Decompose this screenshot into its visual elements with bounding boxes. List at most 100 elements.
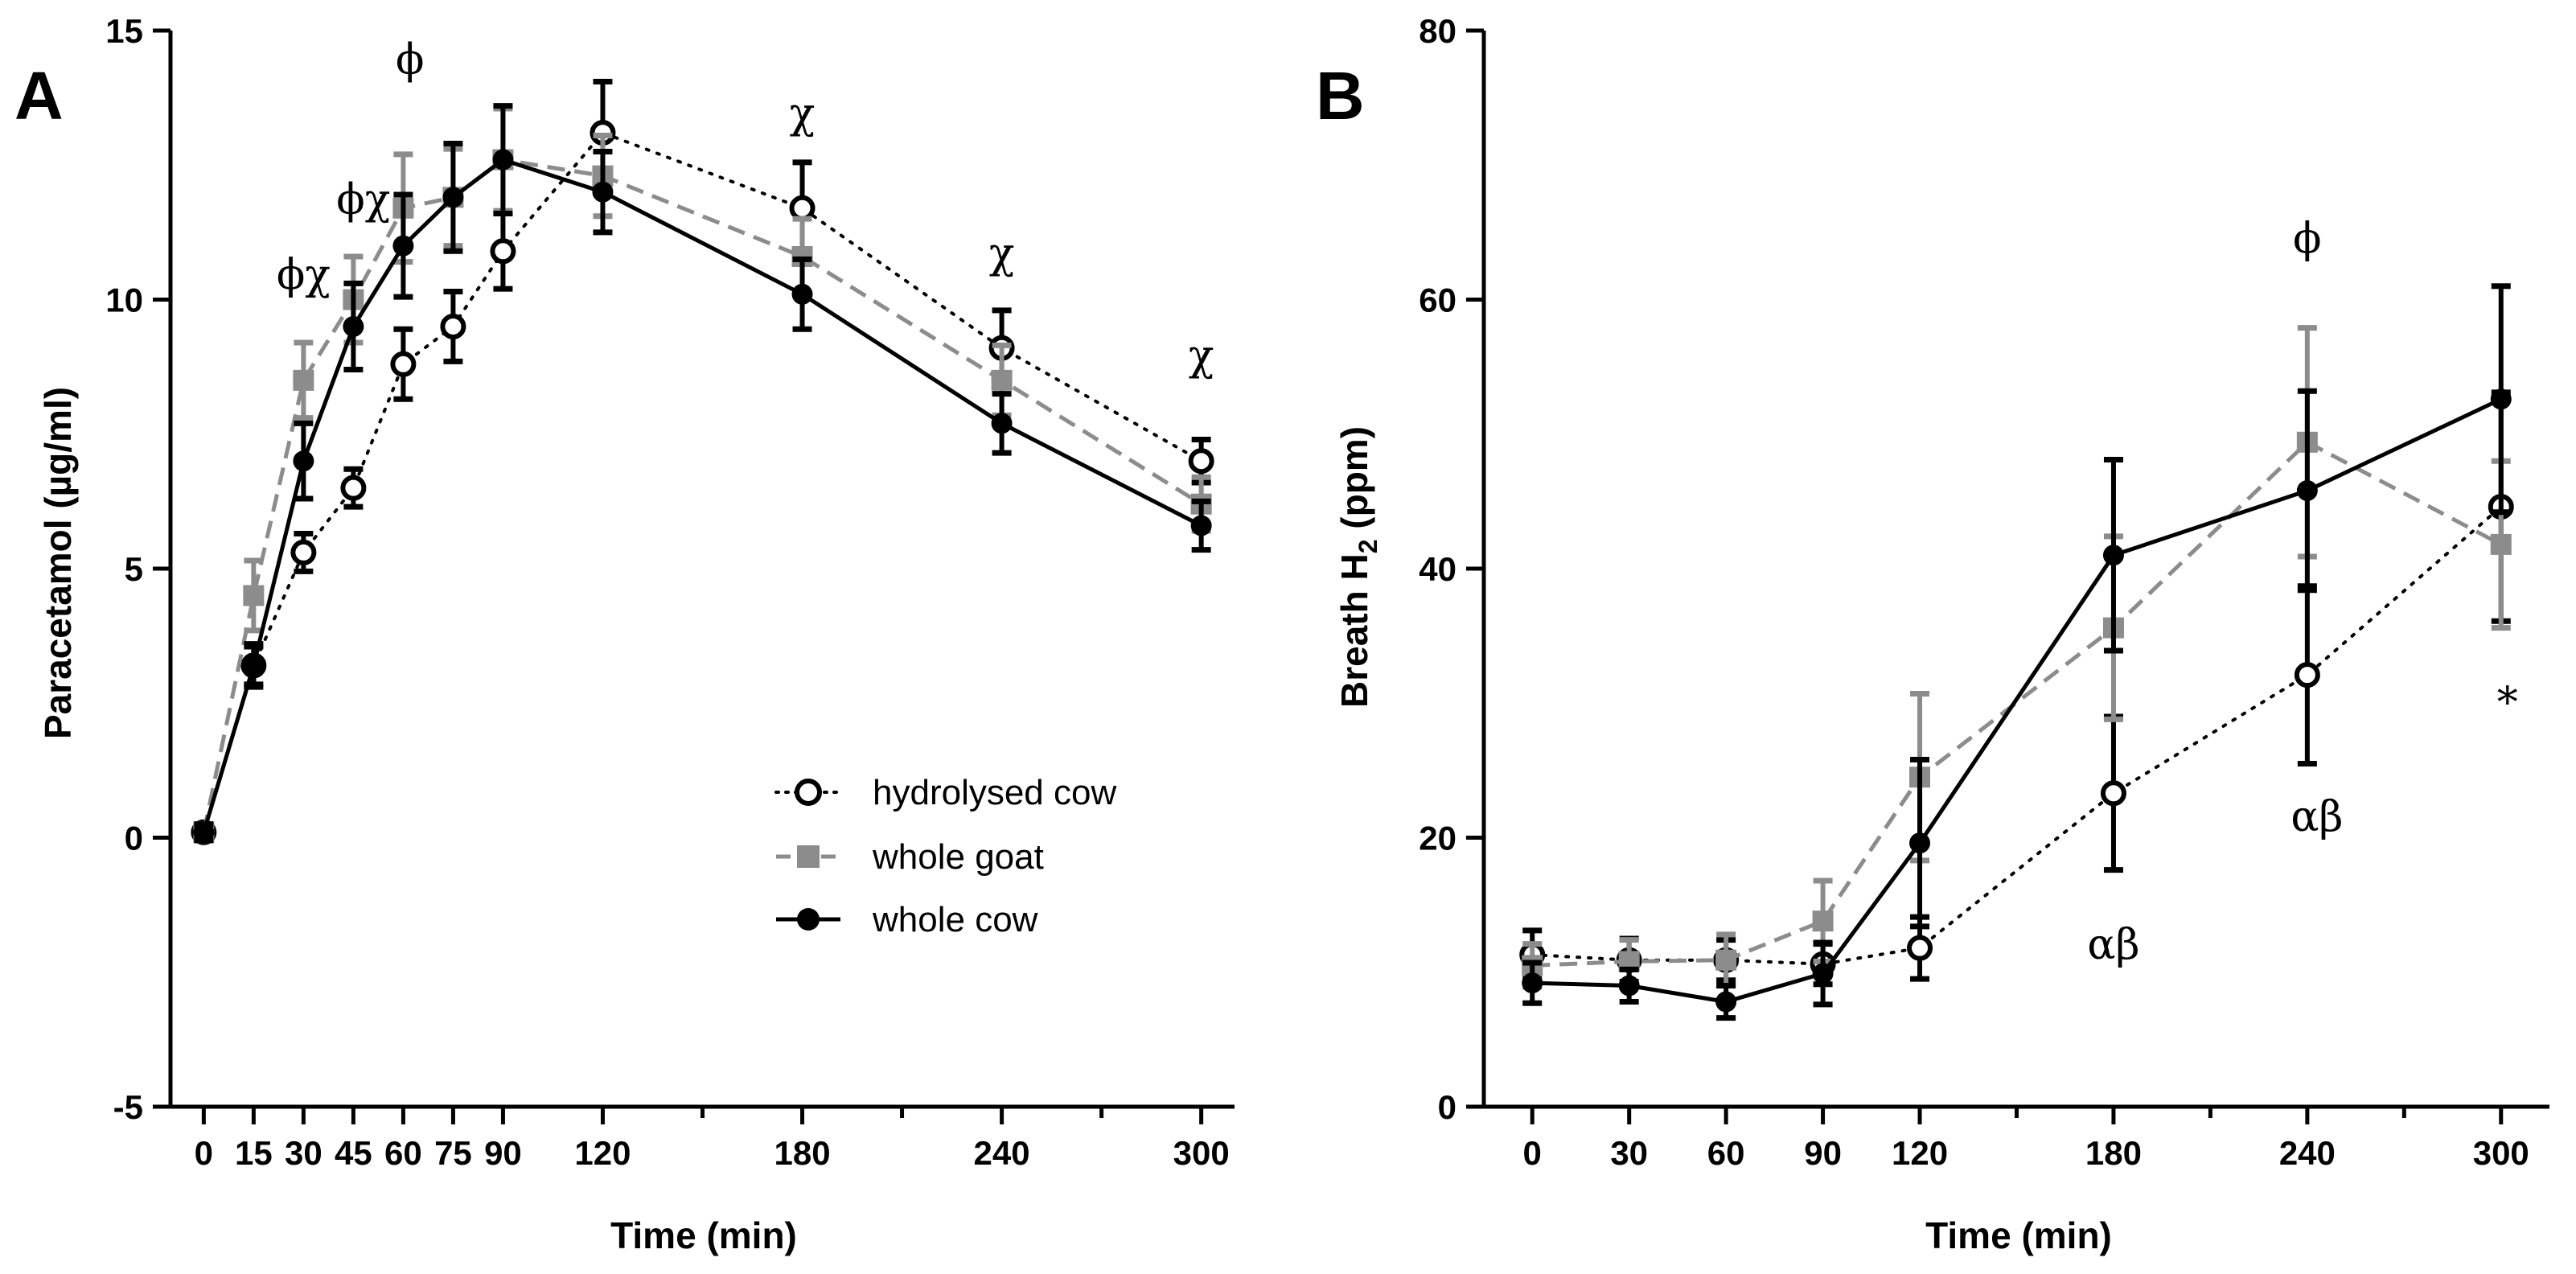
data-point xyxy=(390,351,417,377)
legend: hydrolysed cow whole goat whole cow xyxy=(774,773,1116,939)
data-point xyxy=(243,655,265,676)
data-point xyxy=(2102,545,2124,566)
legend-label-hydrolysed-cow: hydrolysed cow xyxy=(873,773,1116,812)
data-point xyxy=(1188,448,1214,475)
panel-b-x-tick-label: 60 xyxy=(1707,1134,1745,1172)
legend-label-whole-cow: whole cow xyxy=(872,900,1038,939)
data-point xyxy=(492,149,514,171)
data-point xyxy=(789,195,816,221)
panel-b-x-tick-label: 300 xyxy=(2473,1134,2529,1172)
data-point xyxy=(1715,949,1737,971)
panel-a-significance-annotation: ϕχ xyxy=(277,251,331,299)
panel-a-y-axis-label: Paracetamol (µg/ml) xyxy=(37,387,79,739)
data-point xyxy=(1190,515,1212,536)
data-point xyxy=(2100,780,2126,807)
panel-b-significance-annotation: αβ xyxy=(2087,921,2139,969)
panel-b-x-tick-label: 90 xyxy=(1804,1134,1842,1172)
panel-a-x-tick-label: 120 xyxy=(574,1134,631,1172)
data-point xyxy=(1812,910,1834,932)
panel-b-series-whole-cow xyxy=(1522,283,2512,1021)
data-point xyxy=(343,315,364,337)
data-point xyxy=(1522,972,1543,994)
panel-b-x-axis-label: Time (min) xyxy=(1925,1214,2112,1256)
legend-marker-whole-goat xyxy=(797,845,820,868)
panel-b-significance-annotation: αβ xyxy=(2290,793,2343,841)
data-point xyxy=(490,238,516,265)
panel-a-y-tick-label: 5 xyxy=(125,550,143,588)
series-line xyxy=(1530,505,2503,966)
legend-label-whole-goat: whole goat xyxy=(872,837,1044,877)
chart-panel-b: B 0 20 40 60 80 0 30 60 90 120 180 240 300 αβ αβ ϕ * Ti… xyxy=(1316,12,2549,1256)
panel-b-y-tick-label: 20 xyxy=(1419,820,1456,857)
panel-a-series-whole-cow xyxy=(193,103,1212,844)
panel-b-x-tick-label: 0 xyxy=(1523,1134,1542,1172)
panel-a-significance-annotation: χ xyxy=(790,89,816,138)
panel-a-x-tick-label: 180 xyxy=(774,1134,830,1172)
panel-a-significance-annotation: χ xyxy=(989,229,1015,277)
panel-a-label: A xyxy=(14,58,64,134)
panel-b-significance-annotation: ϕ xyxy=(2293,215,2321,263)
panel-b-y-tick-label: 40 xyxy=(1419,550,1456,588)
legend-item-whole-cow: whole cow xyxy=(776,900,1038,939)
panel-a-significance-annotation: ϕ xyxy=(396,36,424,84)
panel-b-y-tick-label: 80 xyxy=(1419,12,1456,50)
data-point xyxy=(592,181,614,203)
panel-b-x-tick-label: 120 xyxy=(1892,1134,1948,1172)
data-point xyxy=(293,450,314,472)
panel-a-x-axis-label: Time (min) xyxy=(610,1214,797,1256)
panel-b-significance-annotation: * xyxy=(2497,679,2518,727)
legend-item-whole-goat: whole goat xyxy=(776,837,1044,877)
panel-a-x-tick-label: 75 xyxy=(434,1134,472,1172)
data-point xyxy=(392,235,414,257)
data-point xyxy=(1812,963,1834,984)
legend-marker-hydrolysed-cow xyxy=(795,779,822,806)
data-point xyxy=(2490,388,2512,410)
data-point xyxy=(193,821,215,843)
panel-a-x-tick-label: 300 xyxy=(1173,1134,1230,1172)
panel-b-x-tick-label: 30 xyxy=(1610,1134,1648,1172)
data-point xyxy=(991,413,1013,434)
panel-b-series-hydrolysed-cow xyxy=(1519,389,2514,988)
panel-a-y-tick-label: 10 xyxy=(105,282,143,319)
data-point xyxy=(2294,662,2320,688)
data-point xyxy=(340,475,367,501)
panel-a-x-tick-label: 15 xyxy=(235,1134,273,1172)
data-point xyxy=(2490,533,2512,555)
data-point xyxy=(293,369,314,391)
panel-b-x-tick-label: 180 xyxy=(2085,1134,2142,1172)
panel-b-x-tick-label: 240 xyxy=(2279,1134,2336,1172)
data-point xyxy=(290,539,317,565)
panel-a-x-tick-label: 0 xyxy=(195,1134,213,1172)
panel-a-significance-annotation: ϕχ xyxy=(336,175,390,224)
panel-a-y-tick-label: 15 xyxy=(105,12,143,50)
data-point xyxy=(1715,991,1737,1013)
data-point xyxy=(791,283,813,305)
panel-a-x-tick-label: 90 xyxy=(484,1134,522,1172)
panel-a-significance-annotation: χ xyxy=(1189,331,1214,380)
panel-b-series-whole-goat xyxy=(1522,325,2512,990)
legend-item-hydrolysed-cow: hydrolysed cow xyxy=(774,773,1116,812)
panel-a-x-tick-label: 30 xyxy=(285,1134,323,1172)
data-point xyxy=(1907,935,1933,961)
data-point xyxy=(2296,479,2318,501)
data-point xyxy=(991,369,1013,391)
panel-a-x-tick-label: 45 xyxy=(335,1134,372,1172)
series-line xyxy=(1532,397,2502,1004)
panel-b-label: B xyxy=(1316,58,1365,134)
data-point xyxy=(442,187,464,208)
data-point xyxy=(1909,832,1931,854)
panel-a-x-tick-label: 240 xyxy=(974,1134,1030,1172)
legend-marker-whole-cow xyxy=(797,908,820,931)
panel-a-y-tick-label: -5 xyxy=(113,1088,143,1126)
panel-a-y-tick-label: 0 xyxy=(125,820,143,857)
panel-b-y-tick-label: 0 xyxy=(1438,1088,1456,1126)
data-point xyxy=(243,585,265,606)
panel-a-x-tick-label: 60 xyxy=(384,1134,422,1172)
panel-b-y-axis-label: Breath H2 (ppm) xyxy=(1333,426,1382,708)
panel-b-y-tick-label: 60 xyxy=(1419,282,1456,319)
series-line xyxy=(1532,440,2502,968)
data-point xyxy=(1618,975,1640,997)
data-point xyxy=(440,313,466,339)
